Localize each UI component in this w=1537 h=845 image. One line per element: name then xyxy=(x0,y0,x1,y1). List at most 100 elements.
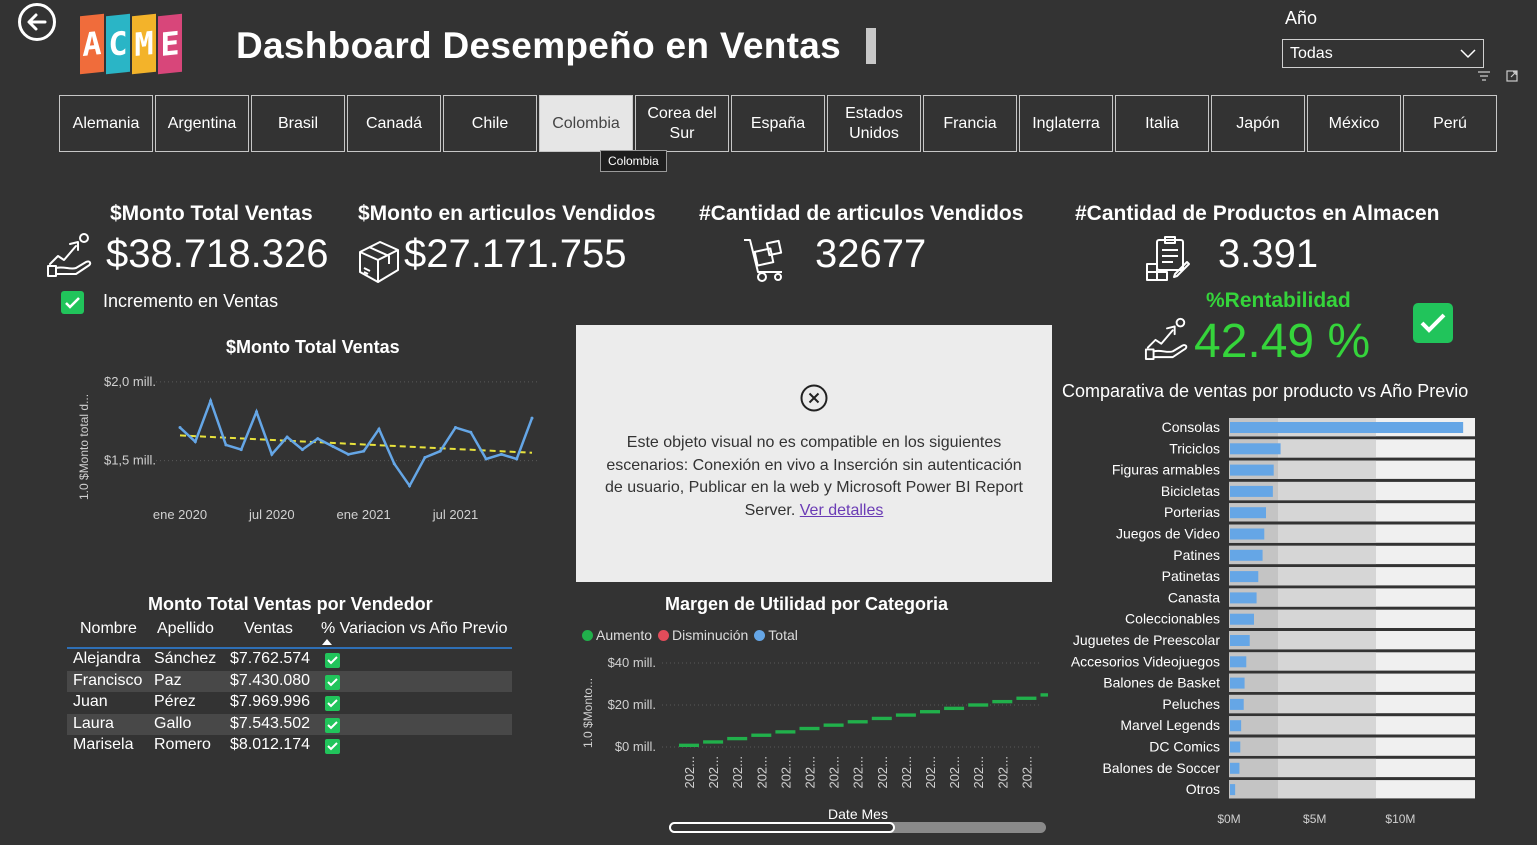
line-point[interactable] xyxy=(285,435,289,439)
country-tab[interactable]: México xyxy=(1307,95,1401,152)
waterfall-scrollbar[interactable] xyxy=(669,822,1046,833)
line-point[interactable] xyxy=(346,452,350,456)
waterfall-bar[interactable] xyxy=(895,713,916,717)
waterfall-bar[interactable] xyxy=(679,743,699,747)
waterfall-bar[interactable] xyxy=(992,699,1013,704)
y-tick-label: $1,5 mill. xyxy=(104,453,156,468)
country-tab[interactable]: Colombia xyxy=(539,95,633,152)
line-point[interactable] xyxy=(178,426,182,430)
line-point[interactable] xyxy=(408,484,412,488)
line-point[interactable] xyxy=(193,440,197,444)
year-filter-label: Año xyxy=(1285,8,1318,28)
line-point[interactable] xyxy=(270,452,274,456)
country-tab[interactable]: España xyxy=(731,95,825,152)
col-header-nombre[interactable]: Nombre xyxy=(80,620,137,637)
details-link[interactable]: Ver detalles xyxy=(799,501,884,519)
waterfall-title: Margen de Utilidad por Categoria xyxy=(665,594,949,614)
waterfall-bar[interactable] xyxy=(1040,693,1049,697)
country-tab[interactable]: Chile xyxy=(443,95,537,152)
waterfall-bar[interactable] xyxy=(751,733,772,737)
bar-band xyxy=(1278,673,1376,692)
line-point[interactable] xyxy=(377,427,381,431)
waterfall-bar[interactable] xyxy=(944,706,965,711)
waterfall-bar[interactable] xyxy=(847,720,868,724)
waterfall-bar[interactable] xyxy=(799,726,820,731)
waterfall-bar[interactable] xyxy=(871,716,892,721)
waterfall-bar[interactable] xyxy=(727,736,748,741)
line-point[interactable] xyxy=(438,449,442,453)
col-header-apellido[interactable]: Apellido xyxy=(157,620,214,637)
line-point[interactable] xyxy=(224,443,228,447)
country-tab[interactable]: Canadá xyxy=(347,95,441,152)
waterfall-bar[interactable] xyxy=(823,723,844,727)
product-bar[interactable] xyxy=(1230,698,1244,710)
product-bar[interactable] xyxy=(1230,507,1266,519)
table-row[interactable]: Alejandra Sánchez $7.762.574 xyxy=(67,649,512,670)
table-row[interactable]: Francisco Paz $7.430.080 xyxy=(67,670,512,692)
waterfall-bar[interactable] xyxy=(1016,696,1037,700)
waterfall-bar[interactable] xyxy=(703,740,724,744)
filter-icon[interactable] xyxy=(1478,70,1490,84)
line-point[interactable] xyxy=(515,457,519,461)
country-tab[interactable]: Estados Unidos xyxy=(827,95,921,152)
sort-ascending-icon[interactable] xyxy=(322,638,332,645)
product-bar[interactable] xyxy=(1230,762,1240,774)
line-point[interactable] xyxy=(530,416,534,420)
waterfall-bar[interactable] xyxy=(920,710,940,714)
product-bar[interactable] xyxy=(1230,613,1254,625)
product-bar[interactable] xyxy=(1230,635,1250,646)
country-tab[interactable]: Corea del Sur xyxy=(635,95,729,152)
country-tab[interactable]: Japón xyxy=(1211,95,1305,152)
table-row[interactable]: Juan Pérez $7.969.996 xyxy=(67,692,512,713)
legend-item-disminucion[interactable]: Disminución xyxy=(658,627,748,643)
back-button[interactable] xyxy=(18,3,56,41)
col-header-ventas[interactable]: Ventas xyxy=(244,620,293,637)
product-bar[interactable] xyxy=(1230,720,1242,732)
country-tab[interactable]: Brasil xyxy=(251,95,345,152)
country-tab[interactable]: Argentina xyxy=(155,95,249,152)
country-tab[interactable]: Inglaterra xyxy=(1019,95,1113,152)
focus-mode-icon[interactable] xyxy=(1506,70,1518,85)
country-tab[interactable]: Alemania xyxy=(59,95,153,152)
country-tab[interactable]: Perú xyxy=(1403,95,1497,152)
line-point[interactable] xyxy=(392,462,396,466)
product-bar[interactable] xyxy=(1230,741,1241,753)
legend-item-total[interactable]: Total xyxy=(754,627,798,643)
waterfall-scroll-thumb[interactable] xyxy=(669,822,895,833)
product-bar[interactable] xyxy=(1230,784,1236,796)
product-bar[interactable] xyxy=(1230,443,1281,455)
waterfall-bar[interactable] xyxy=(968,703,989,707)
line-point[interactable] xyxy=(239,448,243,452)
waterfall-bar[interactable] xyxy=(775,730,796,734)
line-point[interactable] xyxy=(362,449,366,453)
line-point[interactable] xyxy=(300,448,304,452)
line-point[interactable] xyxy=(499,452,503,456)
box-icon xyxy=(359,241,399,283)
legend-item-aumento[interactable]: Aumento xyxy=(582,627,652,643)
product-bar[interactable] xyxy=(1230,485,1273,497)
table-row[interactable]: Laura Gallo $7.543.502 xyxy=(67,713,512,735)
line-point[interactable] xyxy=(316,437,320,441)
product-bar[interactable] xyxy=(1230,571,1259,583)
product-bar[interactable] xyxy=(1230,422,1464,433)
line-point[interactable] xyxy=(255,410,259,414)
line-point[interactable] xyxy=(423,455,427,459)
line-point[interactable] xyxy=(453,426,457,430)
year-select[interactable]: Todas xyxy=(1282,39,1484,68)
product-bar[interactable] xyxy=(1230,464,1274,476)
kpi-items-count-value: 32677 xyxy=(815,232,927,276)
line-point[interactable] xyxy=(209,399,213,403)
table-row[interactable]: Marisela Romero $8.012.174 xyxy=(67,735,512,756)
product-bar[interactable] xyxy=(1230,549,1263,561)
product-bar[interactable] xyxy=(1230,592,1257,604)
cell-ventas: $7.969.996 xyxy=(230,693,311,710)
col-header-variacion[interactable]: % Variacion vs Año Previo xyxy=(321,620,508,637)
country-tab[interactable]: Francia xyxy=(923,95,1017,152)
product-bar[interactable] xyxy=(1230,656,1247,668)
product-bar[interactable] xyxy=(1230,677,1245,689)
line-point[interactable] xyxy=(484,457,488,461)
product-bar[interactable] xyxy=(1230,528,1265,540)
line-point[interactable] xyxy=(331,444,335,448)
line-point[interactable] xyxy=(469,430,473,434)
country-tab[interactable]: Italia xyxy=(1115,95,1209,152)
